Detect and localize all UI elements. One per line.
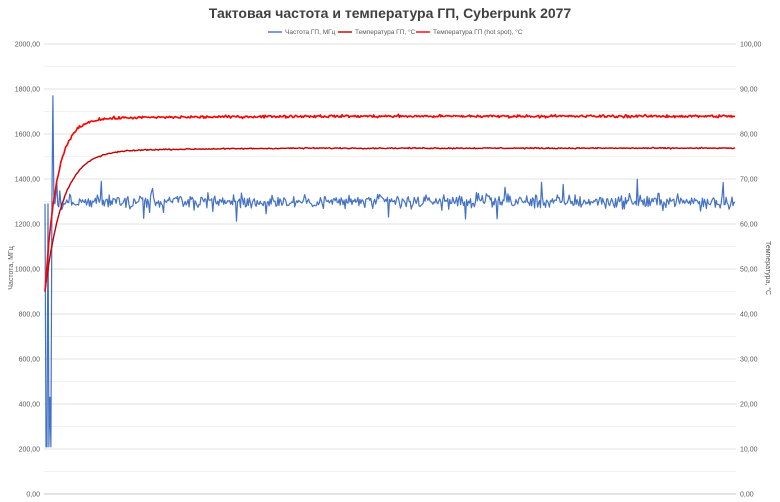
- y-left-tick-label: 400,00: [19, 402, 41, 409]
- y-left-axis-label: Частота, МГц: [8, 246, 15, 289]
- series-line-hotspot-temp: [44, 113, 736, 291]
- y-right-tick-label: 100,00: [740, 42, 762, 49]
- y-right-tick-label: 30,00: [740, 357, 758, 364]
- y-right-tick-label: 10,00: [740, 447, 758, 454]
- series-layer: [44, 95, 736, 448]
- y-right-tick-label: 20,00: [740, 402, 758, 409]
- y-left-tick-label: 1200,00: [15, 222, 40, 229]
- y-right-tick-label: 90,00: [740, 87, 758, 94]
- grid: [44, 43, 736, 495]
- legend: Частота ГП, МГц Температура ГП, °С Темпера…: [268, 28, 523, 36]
- y-left-tick-label: 1600,00: [15, 132, 40, 139]
- y-left-tick-label: 1000,00: [15, 267, 40, 274]
- y-right-tick-label: 60,00: [740, 222, 758, 229]
- chart-title: Тактовая частота и температура ГП, Cyber…: [209, 5, 572, 21]
- y-right-tick-label: 50,00: [740, 267, 758, 274]
- y-right-tick-label: 80,00: [740, 132, 758, 139]
- legend-label: Частота ГП, МГц: [285, 29, 336, 36]
- legend-label: Температура ГП, °С: [355, 28, 416, 36]
- y-left-tick-label: 600,00: [19, 357, 41, 364]
- series-line-frequency: [44, 95, 736, 448]
- y-left-tick-label: 1400,00: [15, 177, 40, 184]
- y-right-tick-label: 0,00: [740, 492, 754, 499]
- y-left-tick-label: 1800,00: [15, 87, 40, 94]
- y-left-tick-label: 800,00: [19, 312, 41, 319]
- y-right-axis-label: Температура, °С: [764, 241, 772, 295]
- y-right-tick-label: 70,00: [740, 177, 758, 184]
- y-right-tick-label: 40,00: [740, 312, 758, 319]
- y-left-tick-label: 2000,00: [15, 42, 40, 49]
- y-right-tick-labels: 0,00 10,00 20,00 30,00 40,00 50,00 60,00 70,00 8…: [740, 42, 762, 499]
- series-line-gpu-temp: [44, 146, 736, 292]
- y-left-tick-labels: 0,00 200,00 400,00 600,00 800,00 1000,00 1200,…: [15, 42, 40, 499]
- y-left-tick-label: 0,00: [26, 492, 40, 499]
- y-left-tick-label: 200,00: [19, 447, 41, 454]
- legend-label: Температура ГП (hot spot), °С: [433, 28, 523, 36]
